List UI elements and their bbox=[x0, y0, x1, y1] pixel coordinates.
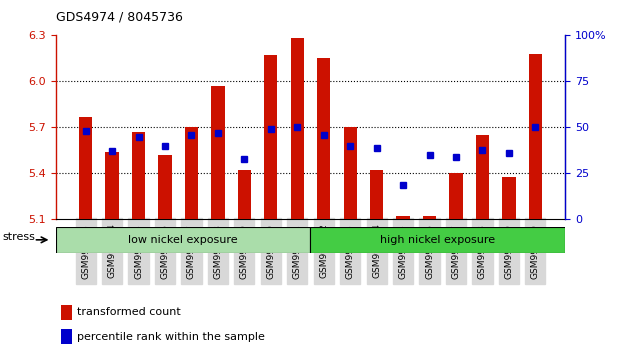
Text: percentile rank within the sample: percentile rank within the sample bbox=[77, 332, 265, 342]
Bar bbox=[370, 170, 383, 219]
Bar bbox=[158, 155, 171, 219]
Bar bbox=[61, 305, 72, 320]
Bar bbox=[423, 216, 436, 219]
Text: high nickel exposure: high nickel exposure bbox=[380, 235, 496, 245]
Bar bbox=[132, 132, 145, 219]
Bar bbox=[56, 227, 310, 253]
Bar bbox=[528, 54, 542, 219]
Bar bbox=[476, 135, 489, 219]
Bar bbox=[61, 329, 72, 344]
Text: GDS4974 / 8045736: GDS4974 / 8045736 bbox=[56, 10, 183, 23]
Bar bbox=[211, 86, 225, 219]
Text: stress: stress bbox=[3, 232, 35, 242]
Bar bbox=[264, 55, 278, 219]
Text: low nickel exposure: low nickel exposure bbox=[129, 235, 238, 245]
Bar bbox=[106, 152, 119, 219]
Bar bbox=[502, 177, 515, 219]
Bar bbox=[450, 173, 463, 219]
Text: transformed count: transformed count bbox=[77, 307, 181, 317]
Bar bbox=[79, 117, 93, 219]
Bar bbox=[310, 227, 565, 253]
Bar bbox=[396, 216, 410, 219]
Bar bbox=[185, 127, 198, 219]
Bar bbox=[291, 39, 304, 219]
Bar bbox=[238, 170, 251, 219]
Bar bbox=[343, 127, 357, 219]
Bar bbox=[317, 58, 330, 219]
